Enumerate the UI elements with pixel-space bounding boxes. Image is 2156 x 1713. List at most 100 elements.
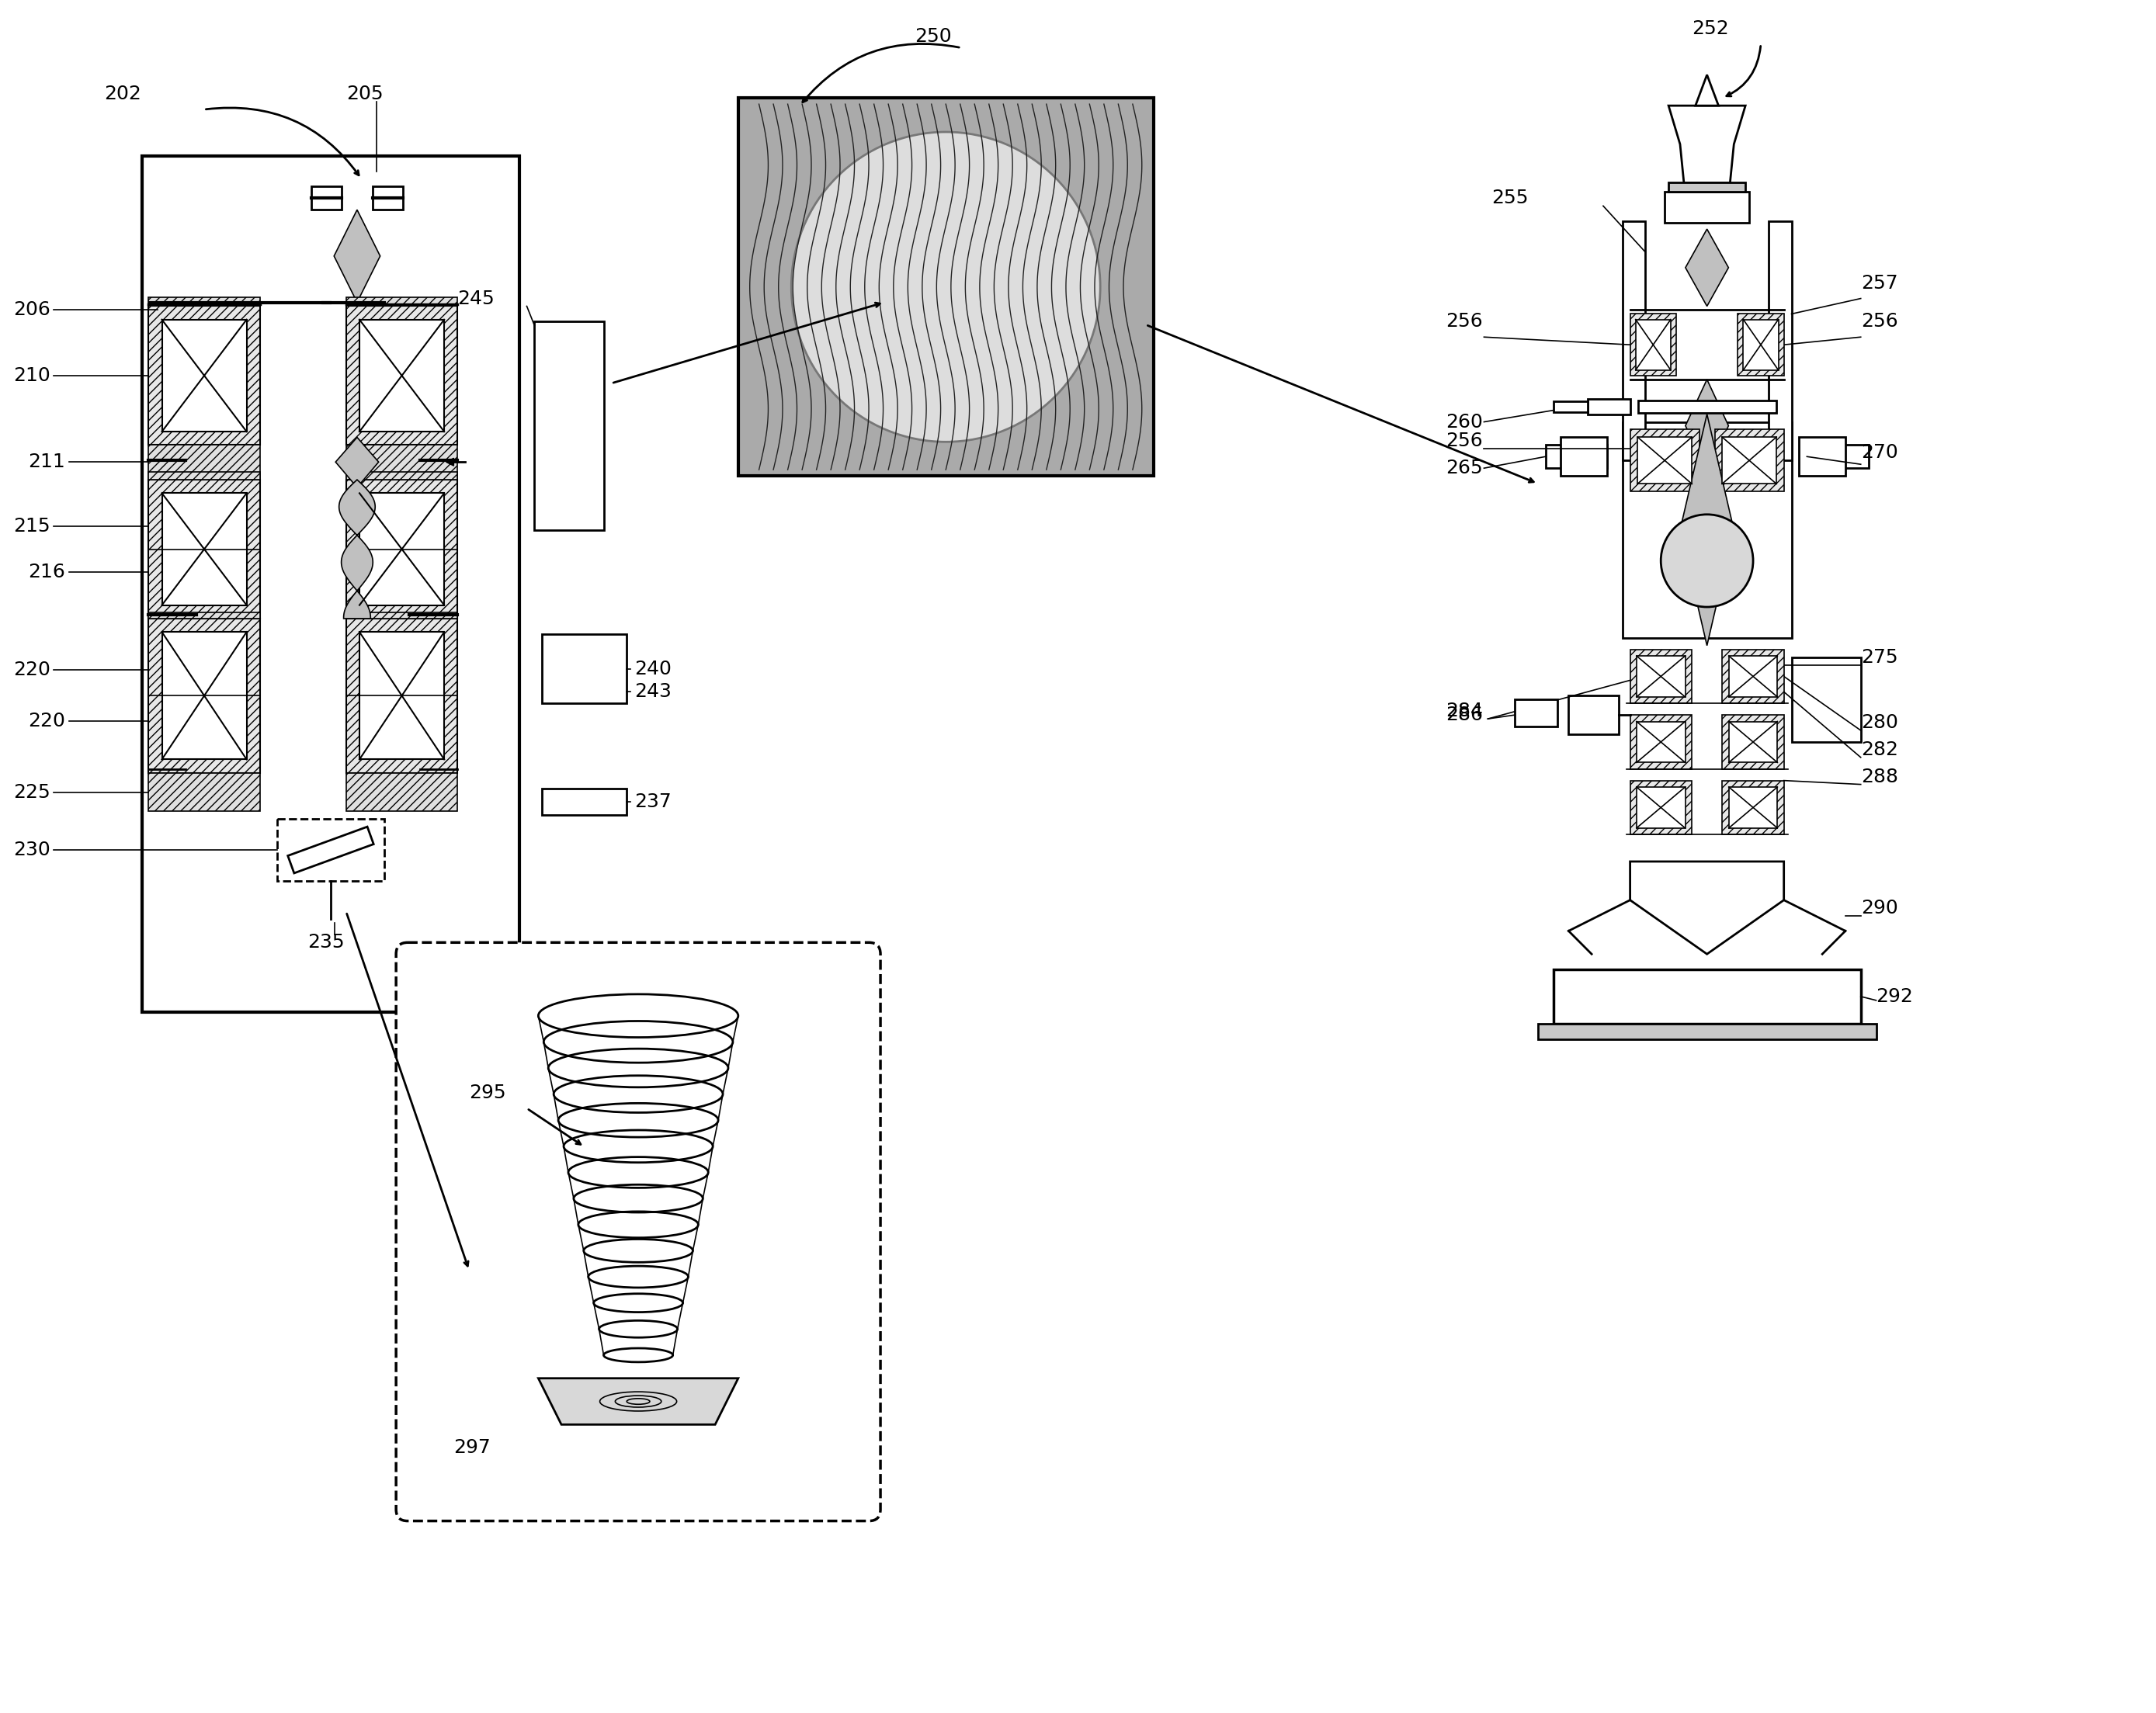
Bar xyxy=(1623,221,1645,461)
Bar xyxy=(1714,430,1783,492)
Bar xyxy=(347,445,457,480)
Text: 297: 297 xyxy=(453,1439,492,1458)
Bar xyxy=(1729,656,1777,697)
Bar xyxy=(162,493,246,605)
Bar xyxy=(1630,313,1675,375)
Bar xyxy=(1630,430,1699,492)
Bar xyxy=(1723,781,1783,834)
Text: 240: 240 xyxy=(634,660,671,678)
Polygon shape xyxy=(1686,230,1729,307)
Bar xyxy=(1561,437,1606,476)
Text: 284: 284 xyxy=(1445,702,1483,721)
Bar xyxy=(1723,437,1777,483)
Bar xyxy=(347,473,457,480)
Bar xyxy=(347,480,457,618)
Text: 220: 220 xyxy=(28,713,65,730)
FancyBboxPatch shape xyxy=(397,942,880,1521)
Bar xyxy=(149,296,261,307)
Polygon shape xyxy=(1680,415,1733,646)
Text: 245: 245 xyxy=(457,289,494,308)
Text: 202: 202 xyxy=(103,84,140,103)
Polygon shape xyxy=(1686,380,1729,473)
Polygon shape xyxy=(338,480,375,618)
Polygon shape xyxy=(539,1379,737,1425)
Bar xyxy=(1537,1023,1876,1038)
Bar xyxy=(1570,695,1619,735)
Bar xyxy=(1623,421,1792,637)
Text: 292: 292 xyxy=(1876,987,1912,1006)
Bar xyxy=(1630,781,1692,834)
Text: 256: 256 xyxy=(1445,312,1483,331)
Text: 230: 230 xyxy=(13,841,50,860)
Text: 225: 225 xyxy=(13,783,50,802)
Polygon shape xyxy=(334,209,379,301)
Bar xyxy=(541,634,627,704)
Polygon shape xyxy=(446,457,453,466)
Polygon shape xyxy=(1630,862,1783,954)
Text: 216: 216 xyxy=(28,564,65,582)
Bar xyxy=(149,307,261,445)
Text: 270: 270 xyxy=(1861,444,1897,463)
Bar xyxy=(360,493,444,605)
Text: 205: 205 xyxy=(347,84,384,103)
Bar xyxy=(142,156,520,1012)
Bar xyxy=(1723,649,1783,704)
Bar xyxy=(1630,714,1692,769)
Text: 260: 260 xyxy=(1445,413,1483,432)
Bar xyxy=(149,480,261,618)
Text: 252: 252 xyxy=(1692,19,1729,38)
Text: 210: 210 xyxy=(13,367,50,385)
Text: 275: 275 xyxy=(1861,648,1897,666)
Bar xyxy=(1664,192,1749,223)
Bar xyxy=(1636,656,1686,697)
Polygon shape xyxy=(310,187,341,209)
Bar xyxy=(1729,786,1777,827)
Bar xyxy=(1738,313,1783,375)
Bar xyxy=(1587,399,1630,415)
Text: 243: 243 xyxy=(634,682,671,701)
Bar xyxy=(347,618,457,773)
Text: 206: 206 xyxy=(13,301,50,319)
Text: 250: 250 xyxy=(914,27,953,46)
Bar xyxy=(1807,445,1869,468)
Bar xyxy=(360,320,444,432)
Bar xyxy=(276,819,384,880)
Circle shape xyxy=(791,132,1100,442)
Bar xyxy=(347,296,457,307)
Bar xyxy=(149,612,261,618)
Bar xyxy=(1636,721,1686,762)
Text: 256: 256 xyxy=(1861,312,1897,331)
Bar xyxy=(1729,721,1777,762)
Text: 255: 255 xyxy=(1492,188,1529,207)
Bar xyxy=(162,632,246,759)
Bar xyxy=(1636,437,1692,483)
Bar xyxy=(1800,437,1846,476)
Text: 237: 237 xyxy=(634,793,671,812)
Polygon shape xyxy=(373,187,403,209)
Polygon shape xyxy=(336,437,379,488)
Text: 282: 282 xyxy=(1861,740,1897,759)
Bar xyxy=(535,322,604,529)
Bar xyxy=(1552,401,1587,411)
Text: 286: 286 xyxy=(1445,706,1483,725)
Bar xyxy=(1723,714,1783,769)
Bar xyxy=(360,632,444,759)
Text: 211: 211 xyxy=(28,452,65,471)
Text: 235: 235 xyxy=(308,934,345,952)
Bar xyxy=(1792,658,1861,742)
Text: 265: 265 xyxy=(1445,459,1483,478)
Text: 215: 215 xyxy=(13,517,50,536)
Polygon shape xyxy=(1669,106,1746,183)
Bar xyxy=(1636,786,1686,827)
Text: 220: 220 xyxy=(13,660,50,678)
Bar xyxy=(737,98,1153,476)
Bar xyxy=(541,788,627,815)
Text: 257: 257 xyxy=(1861,274,1897,293)
Bar xyxy=(1768,221,1792,461)
Bar xyxy=(1744,319,1779,370)
Circle shape xyxy=(1660,514,1753,606)
Polygon shape xyxy=(287,827,373,874)
Bar xyxy=(1639,401,1777,413)
Bar xyxy=(347,612,457,618)
Bar xyxy=(149,473,261,480)
